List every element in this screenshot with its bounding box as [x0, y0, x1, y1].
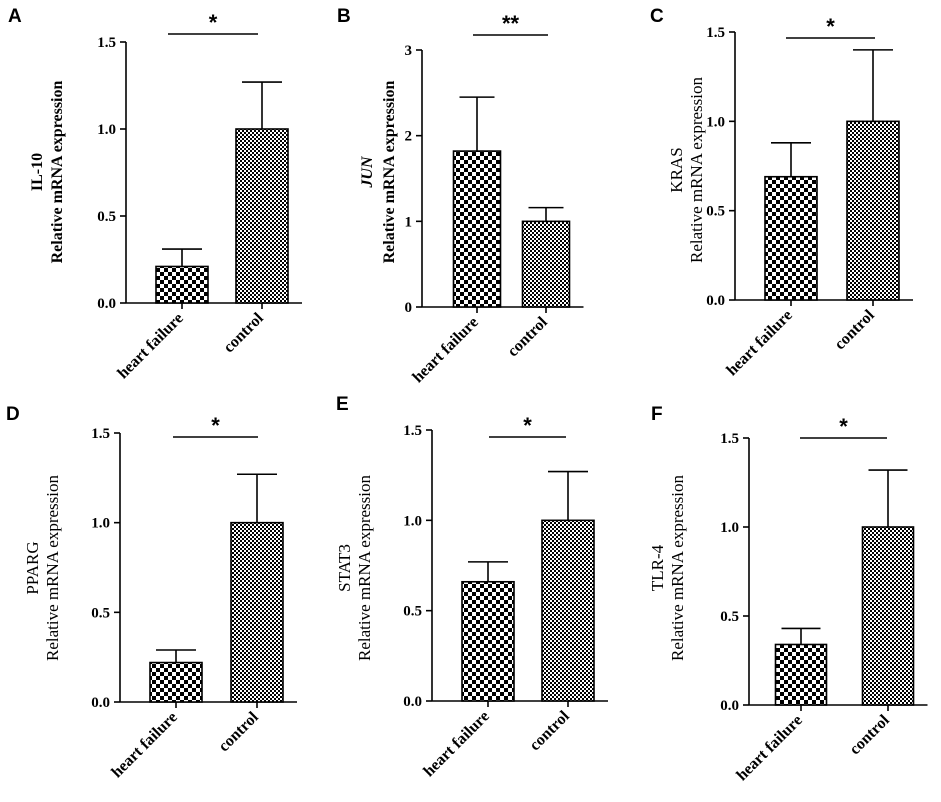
- chart-panel-B: B 0 1 2 3 heart failure control JUN Relative mRN…: [337, 6, 584, 386]
- y-tick-label: 0.0: [403, 694, 422, 710]
- significance-marker: *: [211, 413, 220, 438]
- y-axis-label: Relative mRNA expression: [687, 76, 706, 263]
- bar-heart-failure: [155, 265, 209, 304]
- chart-panel-E: E 0.0 0.5 1.0 1.5 heart failure control STAT3 Re…: [335, 394, 608, 780]
- significance-marker: *: [209, 10, 218, 35]
- y-tick-label: 1.5: [403, 423, 422, 439]
- y-axis-label: Relative mRNA expression: [381, 81, 398, 264]
- panel-letter: C: [650, 6, 664, 27]
- panel-letter: B: [337, 6, 351, 27]
- y-axis-gene-label: KRAS: [667, 147, 686, 192]
- panel-letter: D: [6, 404, 20, 425]
- chart-panel-D: D 0.0 0.5 1.0 1.5 heart failure control PPARG Re…: [6, 404, 297, 781]
- y-axis-label: Relative mRNA expression: [43, 474, 62, 661]
- bar-control: [541, 519, 595, 702]
- x-category-label: control: [220, 309, 267, 356]
- y-tick-label: 0.5: [720, 609, 739, 625]
- bar-control: [861, 526, 915, 706]
- significance-marker: *: [826, 14, 835, 39]
- y-tick-label: 1.5: [97, 35, 116, 51]
- y-tick-label: 0.0: [720, 698, 739, 714]
- x-category-label: control: [526, 707, 573, 754]
- bar-control: [521, 220, 571, 308]
- y-axis-label: Relative mRNA expression: [355, 474, 374, 661]
- bar-control: [846, 120, 900, 301]
- y-tick-label: 1.0: [706, 114, 725, 130]
- x-category-label: control: [504, 313, 551, 360]
- x-category-label: heart failure: [108, 709, 180, 781]
- y-tick-label: 0: [405, 300, 413, 316]
- panel-letter: F: [651, 404, 663, 425]
- y-tick-label: 0.0: [706, 293, 725, 309]
- y-axis-gene-label: PPARG: [23, 541, 42, 594]
- bar-control: [230, 521, 284, 703]
- y-axis-gene-label: STAT3: [335, 544, 354, 592]
- bar-control: [235, 128, 289, 304]
- chart-panel-C: C 0.0 0.5 1.0 1.5 heart failure control KRAS Rel…: [650, 6, 913, 379]
- y-axis-gene-label: IL-10: [29, 153, 46, 191]
- x-category-label: heart failure: [420, 708, 492, 780]
- significance-marker: *: [839, 414, 848, 439]
- panel-letter: A: [8, 6, 22, 27]
- bar-heart-failure: [774, 643, 828, 706]
- chart-panel-F: F 0.0 0.5 1.0 1.5 heart failure control TLR-4 Re…: [648, 404, 928, 784]
- y-axis-label: Relative mRNA expression: [49, 81, 66, 264]
- x-category-label: control: [846, 711, 893, 758]
- y-tick-label: 0.0: [97, 296, 116, 312]
- y-tick-label: 1.0: [403, 513, 422, 529]
- y-tick-label: 0.0: [91, 695, 110, 711]
- y-axis-gene-label: TLR-4: [648, 544, 667, 591]
- y-tick-label: 1.0: [91, 516, 110, 532]
- bar-heart-failure: [452, 150, 502, 308]
- x-category-label: heart failure: [733, 712, 805, 784]
- y-tick-label: 0.5: [91, 605, 110, 621]
- y-tick-label: 2: [405, 129, 413, 145]
- y-tick-label: 0.5: [403, 604, 422, 620]
- bar-heart-failure: [764, 175, 818, 301]
- x-category-label: control: [831, 306, 878, 353]
- bar-heart-failure: [149, 661, 203, 703]
- bar-heart-failure: [461, 580, 515, 702]
- y-axis-label: Relative mRNA expression: [668, 474, 687, 661]
- y-tick-label: 0.5: [706, 204, 725, 220]
- x-category-label: heart failure: [114, 310, 186, 382]
- x-category-label: control: [215, 708, 262, 755]
- significance-marker: **: [502, 11, 520, 36]
- y-tick-label: 1: [405, 214, 413, 230]
- y-tick-label: 3: [405, 43, 413, 59]
- significance-marker: *: [523, 413, 532, 438]
- y-tick-label: 1.5: [706, 25, 725, 41]
- y-axis-gene-label: JUN: [359, 155, 376, 189]
- panel-letter: E: [336, 394, 349, 415]
- chart-panel-A: A 0.0 0.5 1.0 1.5 heart failure control IL-10 Re…: [8, 6, 302, 382]
- y-tick-label: 1.0: [97, 122, 116, 138]
- y-tick-label: 1.0: [720, 520, 739, 536]
- y-tick-label: 1.5: [720, 431, 739, 447]
- y-tick-label: 1.5: [91, 426, 110, 442]
- y-tick-label: 0.5: [97, 209, 116, 225]
- x-category-label: heart failure: [723, 307, 795, 379]
- x-category-label: heart failure: [409, 314, 481, 386]
